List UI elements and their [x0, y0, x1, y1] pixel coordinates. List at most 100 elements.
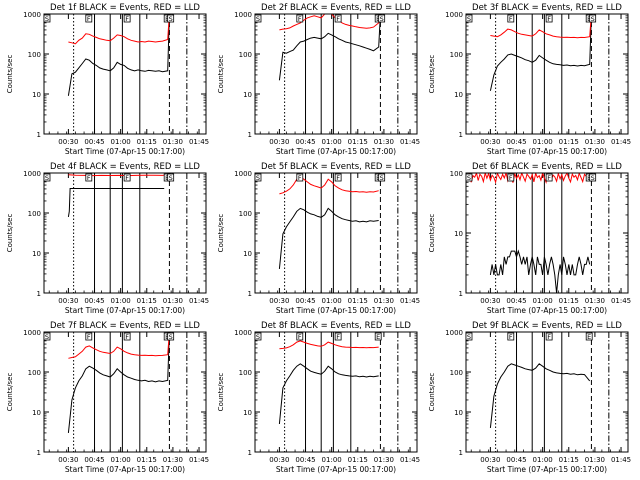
series-events-line — [489, 14, 592, 91]
flag-label: F — [547, 174, 551, 182]
flag-label: E — [587, 15, 591, 23]
x-tick-label: 00:30 — [269, 297, 289, 305]
x-tick-label: 01:45 — [611, 297, 631, 305]
flag-label: E — [376, 15, 380, 23]
flag-label: F — [87, 333, 91, 341]
panel-title: Det 7f BLACK = Events, RED = LLD — [50, 321, 200, 331]
panel-title: Det 3f BLACK = Events, RED = LLD — [472, 3, 622, 13]
x-tick-label: 01:15 — [137, 138, 157, 146]
x-tick-label: 01:15 — [559, 297, 579, 305]
flag-label: E — [165, 333, 169, 341]
y-tick-label: 100 — [28, 51, 41, 59]
y-axis-label: Counts/sec — [428, 373, 436, 412]
flag-label: S — [169, 15, 173, 23]
plot-frame — [43, 331, 207, 453]
x-tick-label: 01:15 — [559, 456, 579, 464]
plot-frame — [254, 331, 418, 453]
flag-label: F — [298, 174, 302, 182]
series-events-line — [278, 207, 379, 269]
x-axis-label: Start Time (07-Apr-15 00:17:00) — [276, 306, 396, 315]
y-tick-label: 100 — [239, 210, 252, 218]
flag-label: S — [591, 15, 595, 23]
flag-label: F — [87, 15, 91, 23]
flag-box — [545, 14, 553, 23]
flag-label: S — [169, 174, 173, 182]
y-tick-label: 10 — [243, 250, 252, 258]
flag-label: S — [169, 333, 173, 341]
series-events-line — [278, 363, 379, 425]
x-tick-label: 00:45 — [84, 138, 104, 146]
flag-box — [507, 332, 515, 341]
series-lld-line — [279, 176, 379, 195]
x-tick-label: 01:30 — [163, 138, 183, 146]
x-tick-label: 01:00 — [322, 138, 342, 146]
y-tick-label: 1 — [248, 290, 252, 298]
y-tick-label: 1000 — [445, 11, 463, 19]
y-tick-label: 1000 — [234, 11, 252, 19]
y-tick-label: 1000 — [234, 329, 252, 337]
panel-title: Det 4f BLACK = Events, RED = LLD — [50, 162, 200, 172]
series-lld-line — [68, 14, 170, 45]
flag-box — [296, 173, 304, 182]
x-tick-label: 01:30 — [374, 456, 394, 464]
flag-box — [296, 14, 304, 23]
x-tick-label: 00:30 — [58, 456, 78, 464]
flag-label: F — [547, 333, 551, 341]
series-lld-line — [279, 340, 379, 350]
plot-frame — [465, 13, 629, 135]
flag-label: F — [87, 174, 91, 182]
y-tick-label: 1 — [459, 290, 463, 298]
x-tick-label: 01:15 — [137, 297, 157, 305]
y-tick-label: 1 — [248, 449, 252, 457]
x-tick-label: 01:45 — [189, 456, 209, 464]
y-tick-label: 10 — [243, 409, 252, 417]
x-axis-label: Start Time (07-Apr-15 00:17:00) — [276, 147, 396, 156]
flag-label: F — [509, 15, 513, 23]
flag-box — [123, 173, 131, 182]
series-lld-line — [466, 173, 591, 185]
panel-title: Det 5f BLACK = Events, RED = LLD — [261, 162, 411, 172]
x-tick-label: 00:30 — [480, 456, 500, 464]
x-axis-label: Start Time (07-Apr-15 00:17:00) — [276, 465, 396, 474]
panel-title: Det 8f BLACK = Events, RED = LLD — [261, 321, 411, 331]
flag-box — [43, 173, 51, 182]
y-tick-label: 10 — [454, 91, 463, 99]
x-tick-label: 00:30 — [58, 297, 78, 305]
flag-box — [43, 14, 51, 23]
flag-label: S — [591, 174, 595, 182]
x-tick-label: 00:30 — [269, 456, 289, 464]
flag-label: F — [298, 15, 302, 23]
x-tick-label: 01:15 — [137, 456, 157, 464]
y-tick-label: 10 — [454, 409, 463, 417]
flag-box — [254, 14, 262, 23]
x-tick-label: 01:30 — [374, 297, 394, 305]
x-tick-label: 01:30 — [585, 297, 605, 305]
x-tick-label: 01:30 — [163, 456, 183, 464]
y-axis-label: Counts/sec — [217, 373, 225, 412]
plot-frame — [465, 331, 629, 453]
x-tick-label: 01:00 — [533, 456, 553, 464]
y-tick-label: 1000 — [23, 329, 41, 337]
y-tick-label: 100 — [28, 210, 41, 218]
flag-box — [378, 173, 386, 182]
flag-label: S — [380, 15, 384, 23]
flag-box — [167, 14, 175, 23]
y-axis-label: Counts/sec — [6, 55, 14, 94]
plot-frame — [254, 13, 418, 135]
flag-label: E — [165, 15, 169, 23]
flag-box — [507, 173, 515, 182]
panel-det-7: Det 7f BLACK = Events, RED = LLD Counts/s… — [6, 321, 209, 474]
x-tick-label: 00:45 — [506, 297, 526, 305]
panel-det-4: Det 4f BLACK = Events, RED = LLD Counts/s… — [6, 162, 209, 315]
x-axis-label: Start Time (07-Apr-15 00:17:00) — [65, 465, 185, 474]
flag-box — [465, 14, 473, 23]
y-tick-label: 1000 — [23, 170, 41, 178]
flag-box — [334, 14, 342, 23]
flag-label: E — [587, 174, 591, 182]
y-tick-label: 1000 — [234, 170, 252, 178]
flag-label: E — [587, 333, 591, 341]
x-tick-label: 01:45 — [189, 297, 209, 305]
plot-frame — [254, 172, 418, 294]
flag-label: F — [298, 333, 302, 341]
